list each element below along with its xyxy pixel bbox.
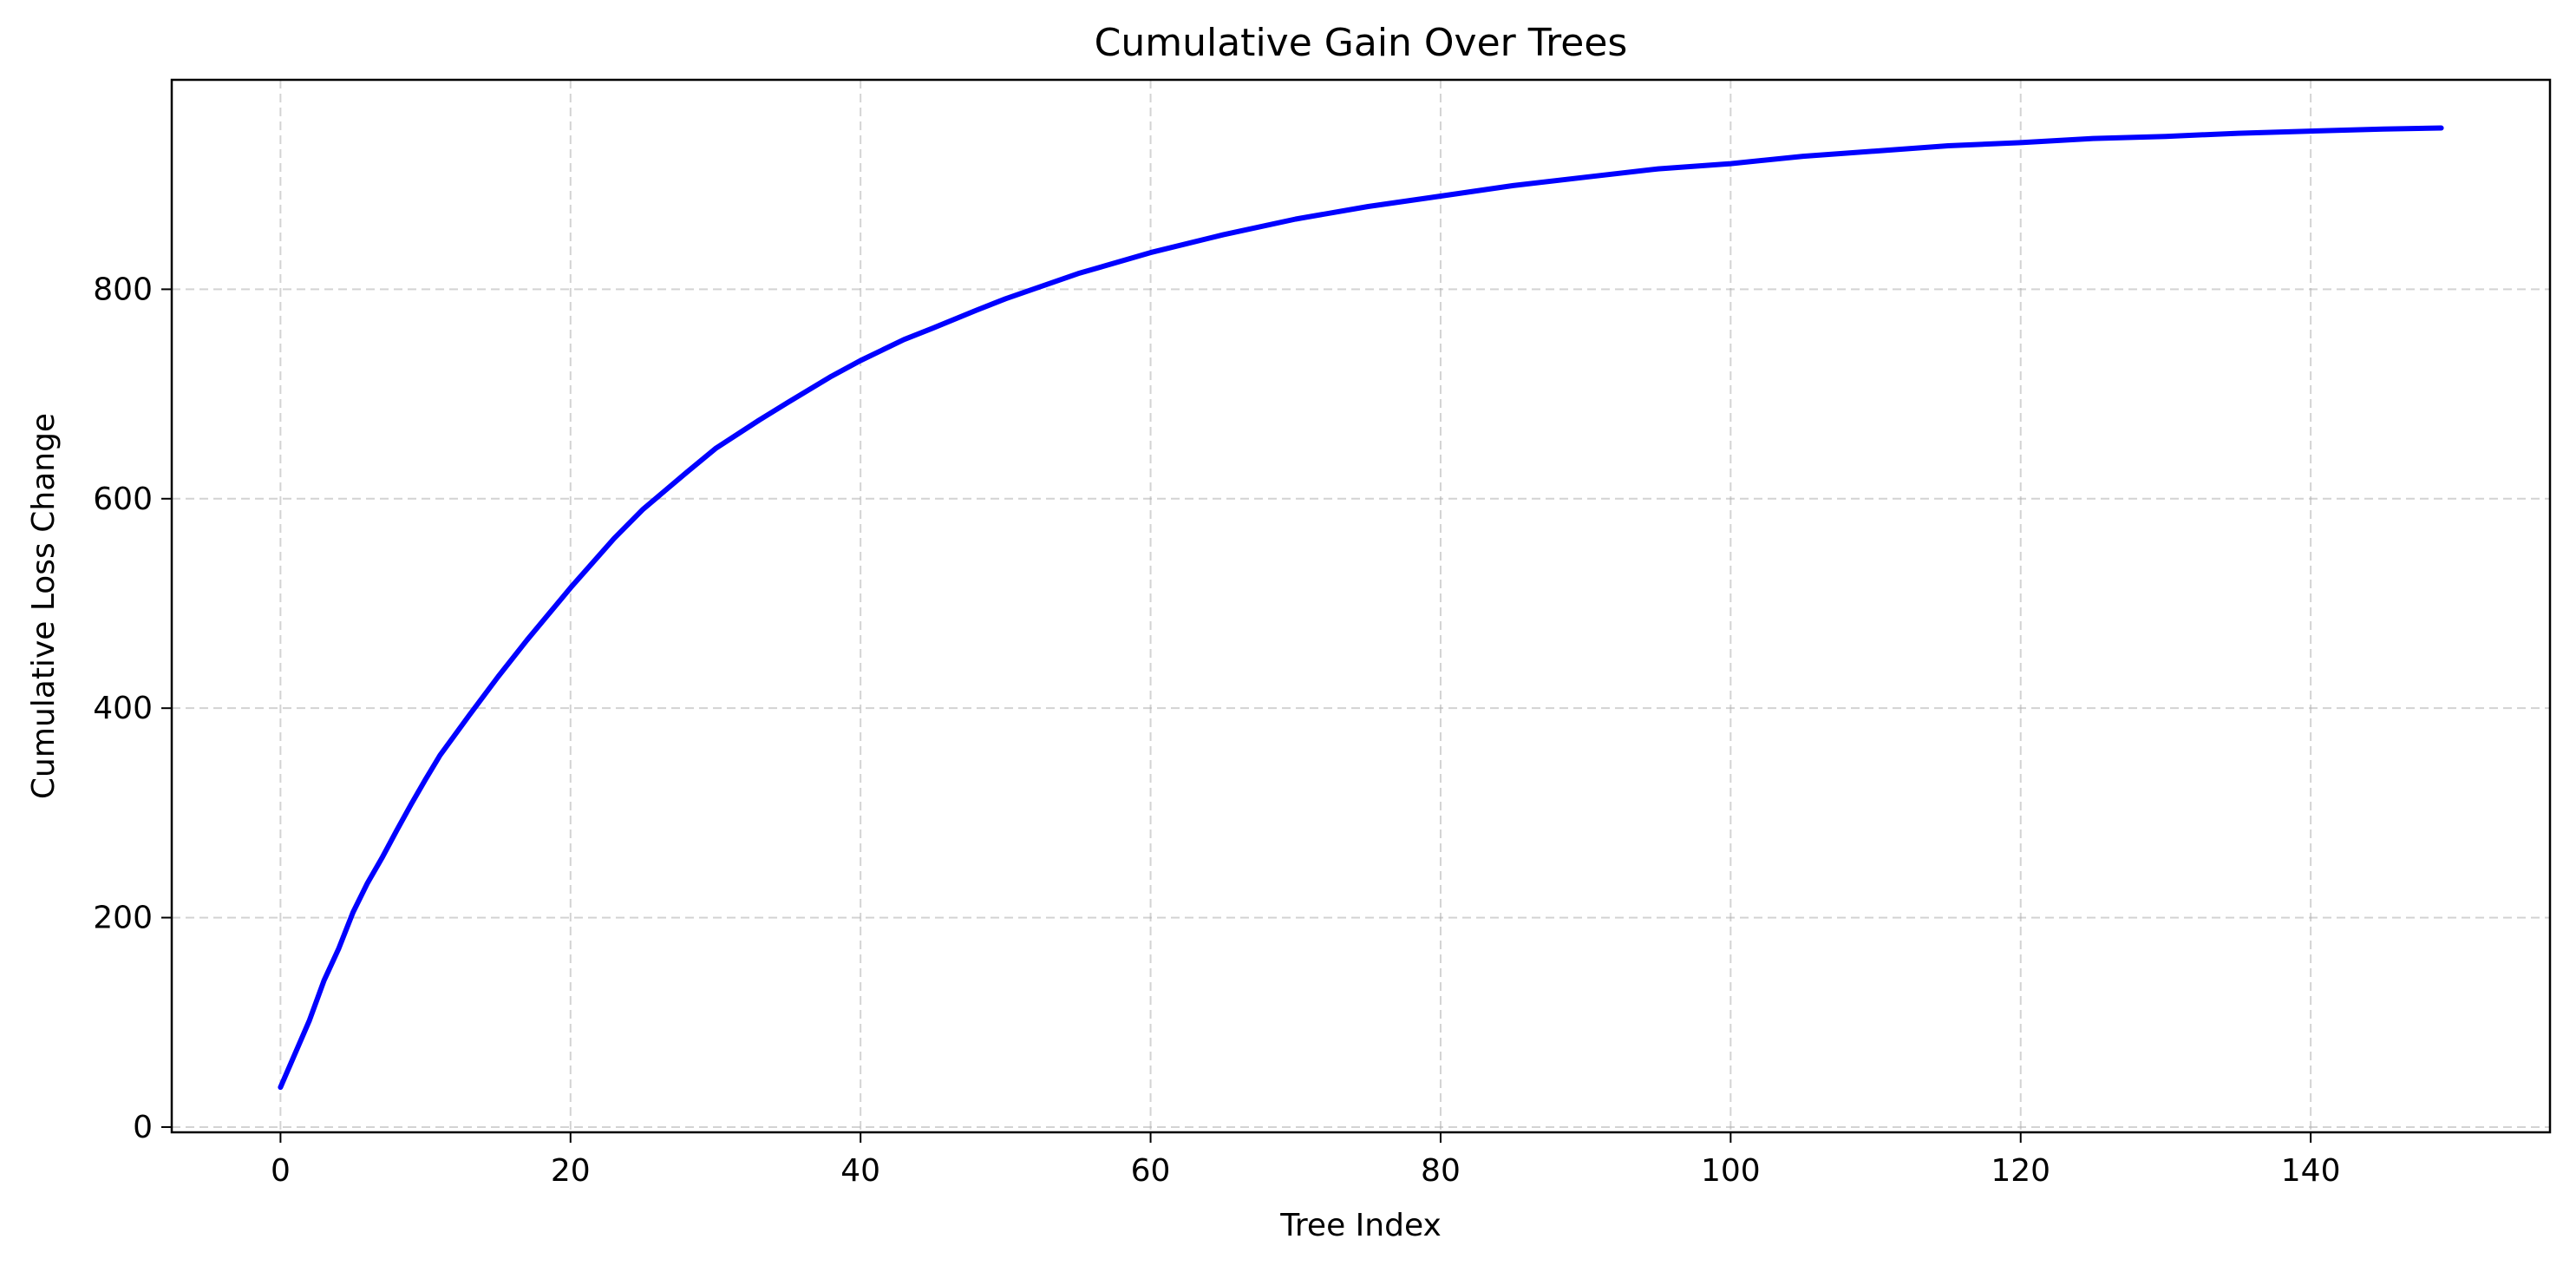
x-tick-label: 140 [2281, 1153, 2341, 1189]
y-axis-label: Cumulative Loss Change [26, 413, 62, 799]
x-tick-label: 20 [551, 1153, 591, 1189]
x-axis-ticks: 0 20 40 60 80 100 120 140 [271, 1132, 2341, 1189]
x-tick-label: 80 [1421, 1153, 1461, 1189]
plot-frame [170, 78, 2552, 1134]
y-tick-label: 0 [133, 1110, 153, 1145]
series-layer [278, 125, 2444, 1091]
y-tick-label: 400 [93, 691, 153, 726]
chart-title: Cumulative Gain Over Trees [1095, 21, 1628, 65]
grid [172, 80, 2550, 1132]
x-tick-label: 40 [840, 1153, 880, 1189]
x-tick-label: 60 [1131, 1153, 1171, 1189]
x-axis-label: Tree Index [1279, 1208, 1442, 1243]
x-tick-label: 100 [1701, 1153, 1761, 1189]
x-tick-label: 0 [271, 1153, 291, 1189]
y-tick-label: 800 [93, 272, 153, 307]
y-axis-ticks: 0 200 400 600 800 [93, 272, 172, 1145]
y-tick-label: 200 [93, 901, 153, 936]
y-tick-label: 600 [93, 482, 153, 517]
x-tick-label: 120 [1991, 1153, 2050, 1189]
series-line [278, 125, 2444, 1091]
